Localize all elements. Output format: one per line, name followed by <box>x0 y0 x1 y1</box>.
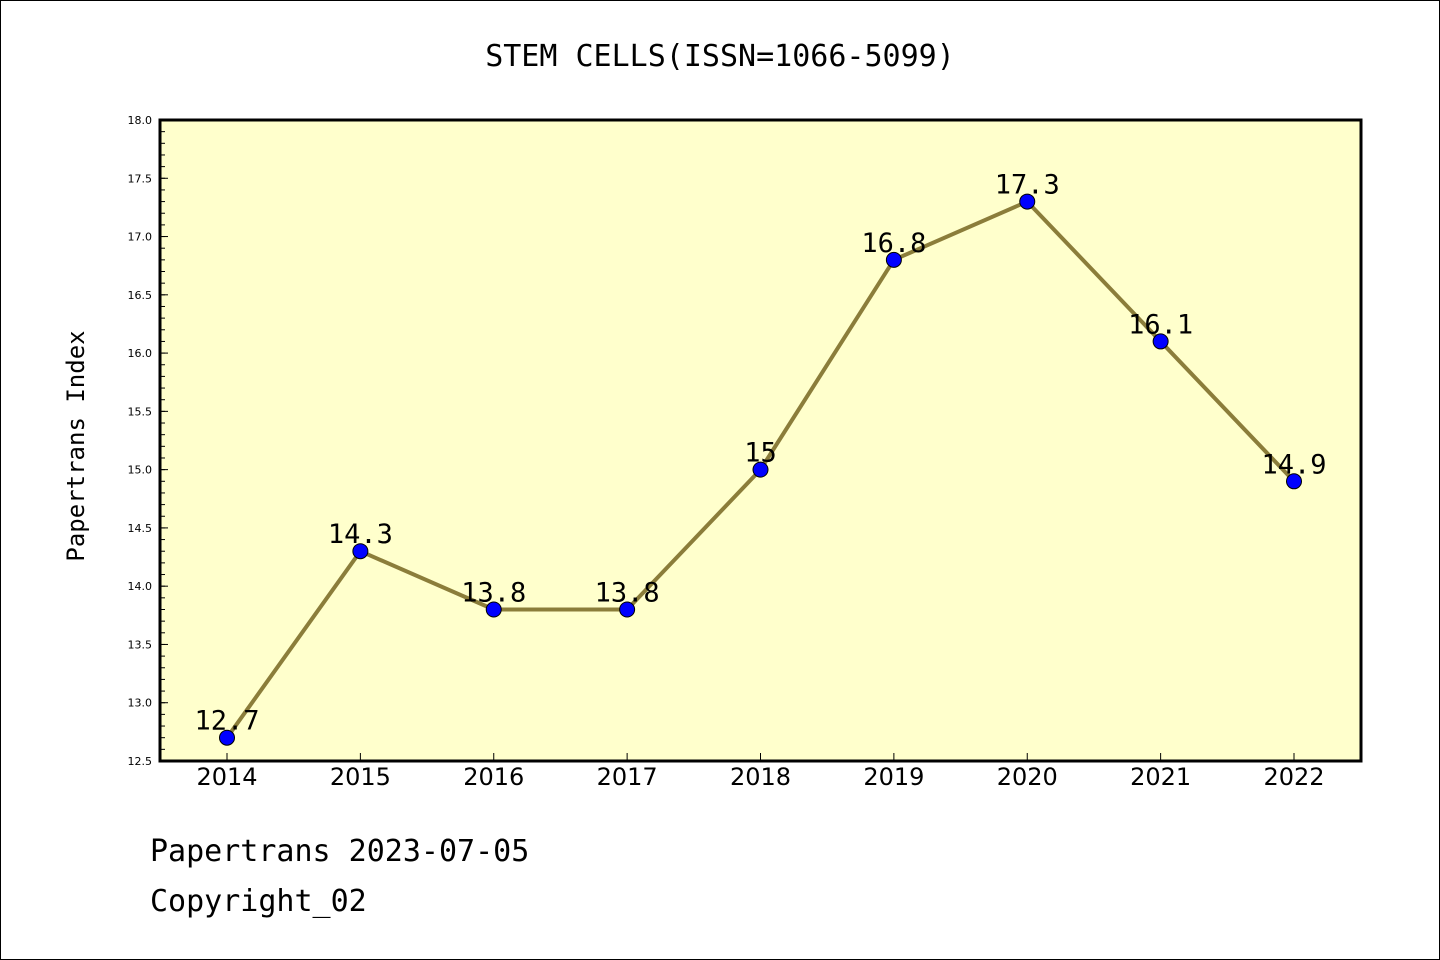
data-label: 16.1 <box>1128 309 1193 340</box>
y-tick-label: 18.0 <box>128 114 153 127</box>
chart-title: STEM CELLS(ISSN=1066-5099) <box>485 39 955 74</box>
y-tick-label: 17.5 <box>128 172 153 185</box>
data-point <box>1019 193 1036 210</box>
data-label: 14.9 <box>1261 449 1326 480</box>
data-point <box>752 461 769 478</box>
y-tick-label: 16.0 <box>128 347 153 360</box>
x-tick-label: 2015 <box>330 763 391 791</box>
x-tick-label: 2021 <box>1130 763 1191 791</box>
x-tick-label: 2022 <box>1263 763 1324 791</box>
data-label: 17.3 <box>995 170 1060 201</box>
data-label: 16.8 <box>861 228 926 259</box>
data-point <box>219 729 235 746</box>
y-tick-label: 17.0 <box>128 231 153 244</box>
x-tick-label: 2020 <box>997 763 1058 791</box>
y-axis-label: Papertrans Index <box>62 330 90 561</box>
x-tick-label: 2017 <box>597 763 658 791</box>
x-tick-label: 2019 <box>863 763 924 791</box>
x-tick-label: 2016 <box>463 763 524 791</box>
data-label: 15 <box>744 438 777 469</box>
x-tick-label: 2018 <box>730 763 791 791</box>
data-point <box>619 601 636 618</box>
data-label: 13.8 <box>595 577 660 608</box>
data-point <box>352 543 369 560</box>
y-tick-label: 14.0 <box>128 580 153 593</box>
y-tick-label: 13.0 <box>128 697 153 710</box>
data-point <box>485 601 502 618</box>
y-tick-label: 15.0 <box>128 464 153 477</box>
footer-date-text: Papertrans 2023-07-05 <box>150 834 530 869</box>
plot-area <box>160 120 1361 761</box>
y-tick-label: 15.5 <box>128 405 153 418</box>
x-tick-label: 2014 <box>196 763 257 791</box>
data-label: 14.3 <box>328 519 393 550</box>
series-layer: 12.7 14.3 13.8 13.8 15 16.8 17.3 16.1 14.9 <box>194 170 1327 746</box>
y-tick-label: 13.5 <box>128 638 153 651</box>
data-point <box>885 251 902 268</box>
x-axis: 2014 2015 2016 2017 2018 2019 2020 2021 2022 <box>196 753 1325 791</box>
y-tick-label: 16.5 <box>128 289 153 302</box>
data-label: 12.7 <box>194 706 259 737</box>
plot-border <box>158 118 1363 763</box>
y-tick-label: 12.5 <box>128 755 153 768</box>
y-axis: 12.5 13.0 13.5 14.0 14.5 15.0 15.5 16.0 16.5 17.0… <box>128 114 168 768</box>
footer-copyright-text: Copyright_02 <box>150 884 367 919</box>
data-label: 13.8 <box>461 577 526 608</box>
data-point <box>1152 333 1169 350</box>
y-tick-label: 14.5 <box>128 522 153 535</box>
data-point <box>1286 473 1302 490</box>
